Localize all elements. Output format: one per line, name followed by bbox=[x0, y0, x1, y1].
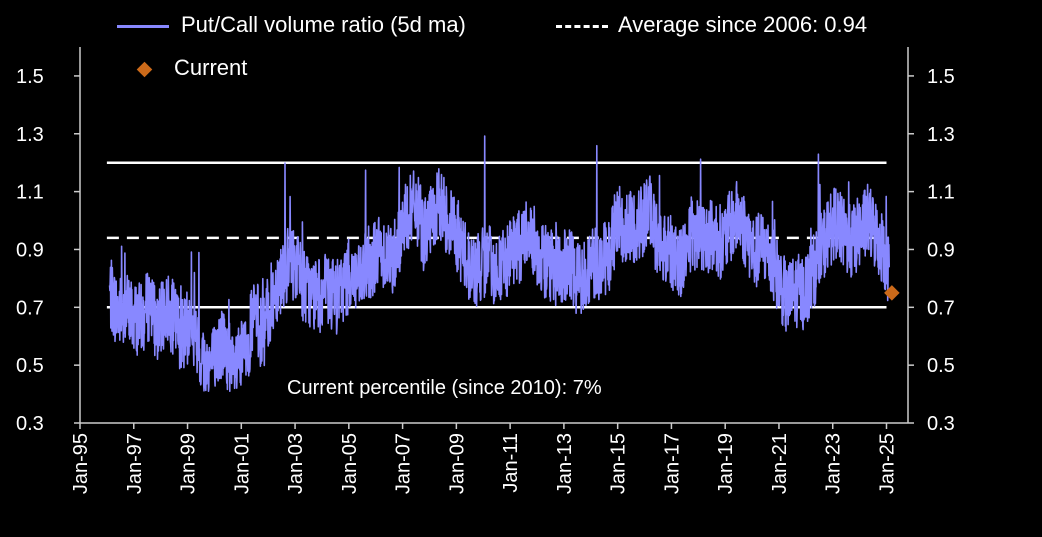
x-tick-label: Jan-17 bbox=[661, 433, 683, 494]
y-tick-label-left: 0.9 bbox=[16, 239, 44, 261]
y-tick-label-left: 0.3 bbox=[16, 413, 44, 435]
y-tick-label-left: 1.1 bbox=[16, 182, 44, 204]
x-tick-label: Jan-01 bbox=[231, 433, 253, 494]
x-tick-label: Jan-21 bbox=[769, 433, 791, 494]
x-tick-label: Jan-23 bbox=[823, 433, 845, 494]
x-tick-label: Jan-05 bbox=[339, 433, 361, 494]
x-tick-label: Jan-19 bbox=[715, 433, 737, 494]
x-tick-label: Jan-99 bbox=[178, 433, 200, 494]
y-tick-label-right: 0.3 bbox=[927, 413, 955, 435]
legend-current-label: Current bbox=[174, 55, 248, 80]
x-axis: Jan-95 Jan-97 Jan-99 Jan-01 Jan-03 Jan-05 Jan-… bbox=[70, 423, 898, 494]
legend-series: Put/Call volume ratio (5d ma) bbox=[117, 12, 466, 38]
x-tick-label: Jan-07 bbox=[393, 433, 415, 494]
legend-series-label: Put/Call volume ratio (5d ma) bbox=[181, 12, 466, 37]
legend-current: Current bbox=[136, 55, 248, 81]
plot-frame bbox=[79, 47, 909, 424]
y-tick-label-right: 1.1 bbox=[927, 182, 955, 204]
x-tick-label: Jan-15 bbox=[608, 433, 630, 494]
y-tick-label-left: 1.5 bbox=[16, 66, 44, 88]
y-tick-label-right: 1.5 bbox=[927, 66, 955, 88]
legend-average: Average since 2006: 0.94 bbox=[556, 12, 867, 38]
current-point-marker bbox=[884, 285, 900, 301]
y-tick-label-right: 0.5 bbox=[927, 355, 955, 377]
x-tick-label: Jan-11 bbox=[500, 433, 522, 493]
current-marker-swatch bbox=[136, 61, 153, 77]
y-tick-label-left: 1.3 bbox=[16, 124, 44, 146]
x-tick-label: Jan-09 bbox=[446, 433, 468, 494]
y-axis-right: 0.3 0.5 0.7 0.9 1.1 1.3 1.5 bbox=[908, 66, 955, 435]
series-swatch bbox=[117, 24, 169, 28]
y-tick-label-right: 0.9 bbox=[927, 239, 955, 261]
x-tick-label: Jan-25 bbox=[876, 433, 898, 494]
y-tick-label-left: 0.5 bbox=[16, 355, 44, 377]
legend-average-label: Average since 2006: 0.94 bbox=[618, 12, 868, 37]
x-tick-label: Jan-97 bbox=[124, 433, 146, 494]
y-tick-label-left: 0.7 bbox=[16, 297, 44, 319]
series-layer bbox=[108, 135, 900, 392]
put-call-series-line bbox=[108, 135, 890, 392]
average-swatch bbox=[556, 24, 608, 28]
y-tick-label-right: 0.7 bbox=[927, 297, 955, 319]
x-tick-label: Jan-95 bbox=[70, 433, 92, 494]
y-axis-left: 0.3 0.5 0.7 0.9 1.1 1.3 1.5 bbox=[16, 66, 80, 435]
x-tick-label: Jan-13 bbox=[554, 433, 576, 494]
x-tick-label: Jan-03 bbox=[285, 433, 307, 494]
y-tick-label-right: 1.3 bbox=[927, 124, 955, 146]
percentile-annotation: Current percentile (since 2010): 7% bbox=[287, 377, 602, 399]
